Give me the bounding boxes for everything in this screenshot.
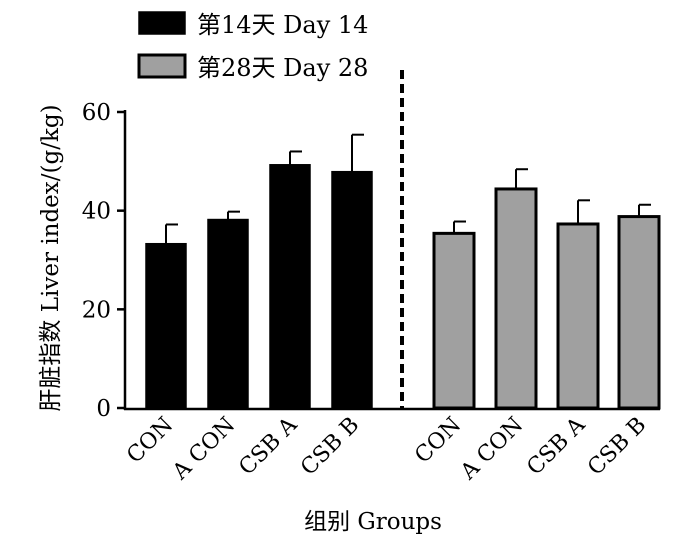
bar-day14-a-con xyxy=(207,218,249,409)
y-axis-ticks: 0 20 40 60 xyxy=(82,100,125,422)
legend-swatch-day28 xyxy=(137,53,187,79)
x-tick-label: A CON xyxy=(167,413,240,486)
x-tick-label: CSB A xyxy=(234,412,303,481)
legend-label-day14: 第14天 Day 14 xyxy=(197,11,368,39)
legend-label-day28: 第28天 Day 28 xyxy=(197,54,368,82)
x-tick-label: CON xyxy=(122,413,178,469)
y-tick-label: 0 xyxy=(96,396,111,422)
x-tick-label: CSB A xyxy=(522,412,591,481)
y-tick-label: 40 xyxy=(82,199,111,225)
bar-day14-csb-b xyxy=(331,170,373,409)
y-tick-label: 20 xyxy=(82,297,111,323)
x-tick-label: CON xyxy=(410,413,466,469)
x-tick-label: CSB B xyxy=(583,413,651,481)
bar-day28-con xyxy=(432,231,476,410)
y-axis-label: 肝脏指数 Liver index/(g/kg) xyxy=(38,104,64,411)
x-tick-label: CSB B xyxy=(296,413,364,481)
error-bars xyxy=(165,133,651,244)
bar-day14-con xyxy=(145,242,187,409)
legend: 第14天 Day 14 第28天 Day 28 xyxy=(137,11,368,82)
y-tick-label: 60 xyxy=(82,100,111,126)
legend-swatch-day14 xyxy=(138,11,186,35)
x-axis-label: 组别 Groups xyxy=(304,509,442,535)
bar-day28-csb-a xyxy=(556,222,600,410)
x-tick-label: A CON xyxy=(455,413,528,486)
bar-day14-csb-a xyxy=(269,164,311,409)
bar-day28-a-con xyxy=(494,187,538,410)
bar-day28-csb-b xyxy=(617,215,661,410)
